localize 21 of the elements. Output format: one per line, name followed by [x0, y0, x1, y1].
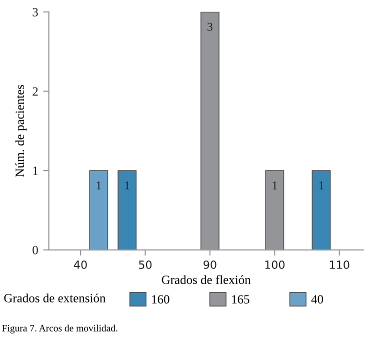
y-tick-label: 2	[32, 87, 38, 96]
x-axis-title: Grados de flexión	[162, 275, 251, 284]
data-label: 3	[208, 22, 212, 31]
y-axis-title: Núm. de pacientes	[15, 85, 27, 177]
legend-label: 165	[232, 295, 250, 304]
y-tick-label: 3	[32, 8, 38, 16]
legend-label: 40	[311, 295, 324, 304]
x-tick-label: 50	[139, 260, 152, 269]
legend-label: 160	[152, 295, 170, 304]
x-tick-label: 110	[330, 260, 350, 269]
x-tick-label: 100	[265, 260, 285, 269]
y-tick-label: 1	[33, 166, 38, 175]
text: Figura 7. Arcos de movilidad.	[2, 324, 118, 334]
y-tick-label: 0	[32, 246, 38, 254]
legend-title: Grados de extensión	[4, 294, 106, 302]
x-tick-label: 90	[204, 260, 216, 269]
data-label: 1	[96, 181, 101, 190]
data-label: 1	[319, 181, 324, 190]
data-label: 1	[272, 181, 277, 190]
data-label: 1	[125, 181, 130, 190]
x-tick-label: 40	[74, 260, 87, 269]
